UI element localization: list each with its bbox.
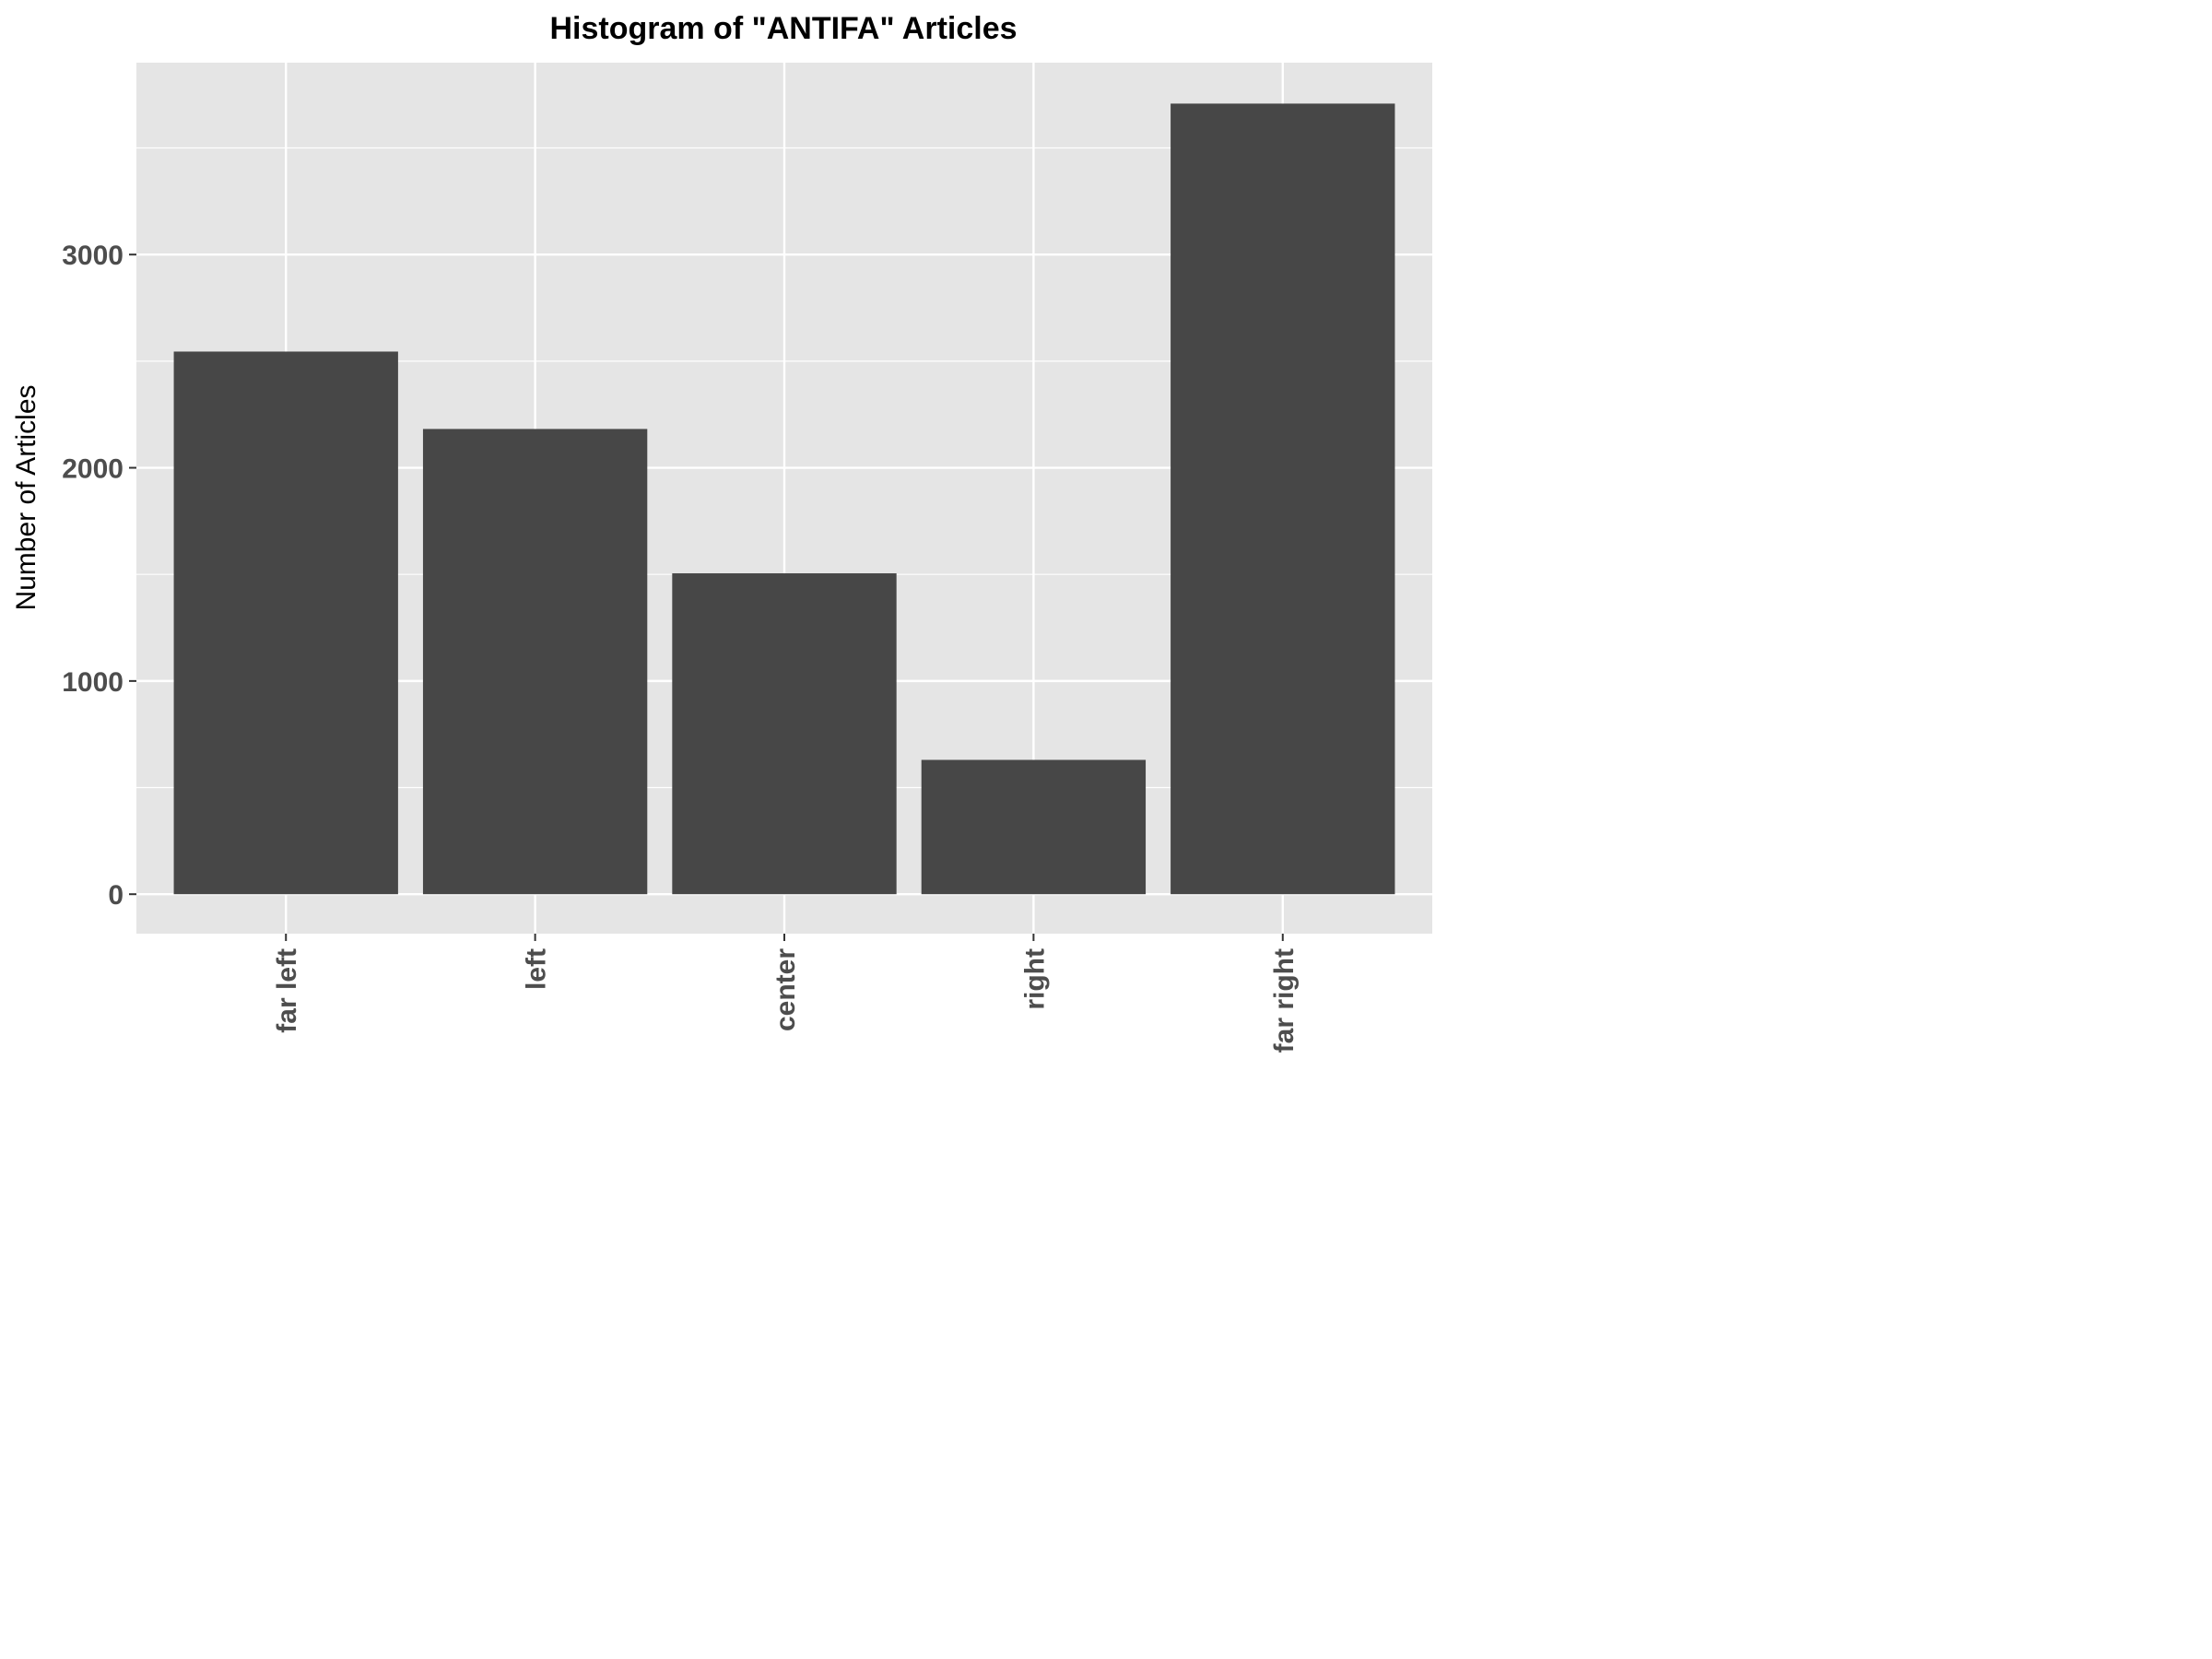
y-axis-ticks: 0 1000 2000 3000 (62, 241, 136, 911)
bars (173, 103, 1395, 895)
y-axis-label: Number of Articles (11, 384, 41, 610)
x-tick-label: right (1019, 948, 1050, 1010)
y-tick-label: 3000 (62, 241, 124, 271)
bar-center (672, 573, 897, 895)
chart-title: Histogram of "ANTIFA" Articles (549, 11, 1017, 46)
bar-chart: Histogram of "ANTIFA" Articles Number of… (11, 11, 1432, 1053)
bar-left (422, 429, 648, 895)
y-tick-label: 2000 (62, 454, 124, 485)
x-tick-label: far left (272, 948, 302, 1033)
y-tick-label: 1000 (62, 667, 124, 698)
x-tick-label: left (522, 948, 552, 990)
x-axis-ticks: far left left center right far right (272, 934, 1300, 1053)
bar-far-left (173, 351, 398, 895)
bar-right (921, 759, 1147, 895)
x-tick-label: center (771, 948, 801, 1031)
x-tick-label: far right (1269, 948, 1300, 1053)
y-tick-label: 0 (108, 880, 124, 911)
bar-far-right (1171, 103, 1395, 895)
